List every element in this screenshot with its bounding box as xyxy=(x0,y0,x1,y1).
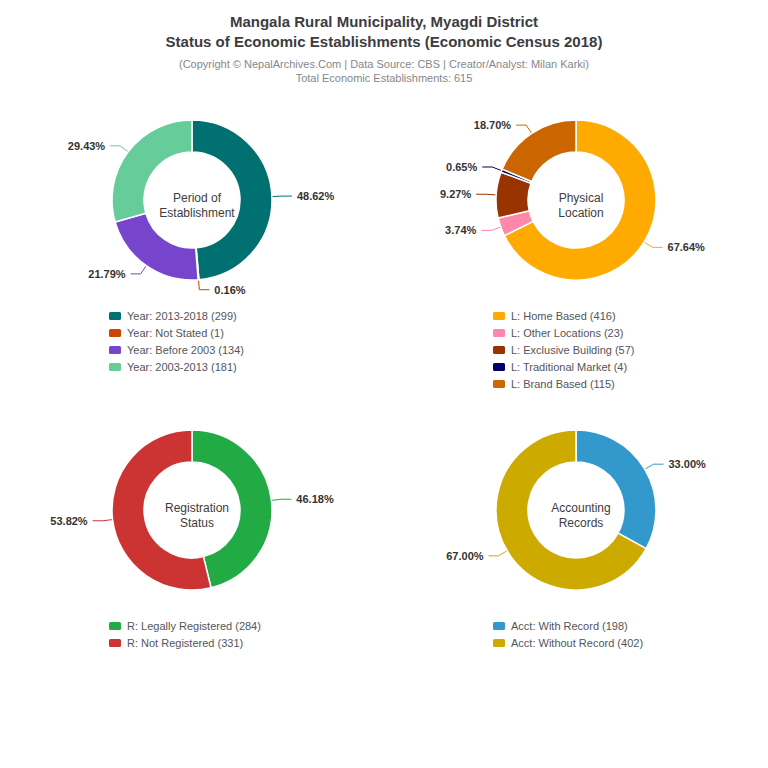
svg-text:R: Not Registered (331): R: Not Registered (331) xyxy=(127,637,243,649)
svg-text:Records: Records xyxy=(559,516,604,530)
svg-text:53.82%: 53.82% xyxy=(50,515,88,527)
svg-text:L: Brand Based (115): L: Brand Based (115) xyxy=(511,378,615,390)
svg-text:Year: 2003-2013 (181): Year: 2003-2013 (181) xyxy=(127,361,237,373)
svg-text:48.62%: 48.62% xyxy=(297,190,335,202)
svg-text:Physical: Physical xyxy=(559,191,604,205)
svg-text:Registration: Registration xyxy=(165,501,229,515)
svg-text:9.27%: 9.27% xyxy=(440,188,471,200)
svg-text:R: Legally Registered (284): R: Legally Registered (284) xyxy=(127,620,261,632)
svg-text:Status of Economic Establishme: Status of Economic Establishments (Econo… xyxy=(166,33,603,50)
svg-text:L: Traditional Market (4): L: Traditional Market (4) xyxy=(511,361,627,373)
svg-text:29.43%: 29.43% xyxy=(68,140,106,152)
svg-text:18.70%: 18.70% xyxy=(474,119,512,131)
svg-text:21.79%: 21.79% xyxy=(88,268,126,280)
svg-text:Status: Status xyxy=(180,516,214,530)
svg-text:67.64%: 67.64% xyxy=(668,241,706,253)
svg-text:Location: Location xyxy=(558,206,603,220)
svg-text:L: Other Locations (23): L: Other Locations (23) xyxy=(511,327,624,339)
svg-text:L: Home Based (416): L: Home Based (416) xyxy=(511,310,616,322)
svg-text:Acct: With Record (198): Acct: With Record (198) xyxy=(511,620,628,632)
svg-text:L: Exclusive Building (57): L: Exclusive Building (57) xyxy=(511,344,635,356)
svg-text:33.00%: 33.00% xyxy=(668,458,706,470)
svg-text:Year: 2013-2018 (299): Year: 2013-2018 (299) xyxy=(127,310,237,322)
svg-text:Acct: Without Record (402): Acct: Without Record (402) xyxy=(511,637,643,649)
svg-text:Year: Before 2003 (134): Year: Before 2003 (134) xyxy=(127,344,244,356)
svg-text:0.65%: 0.65% xyxy=(446,161,477,173)
svg-text:Accounting: Accounting xyxy=(551,501,610,515)
svg-text:Establishment: Establishment xyxy=(159,206,235,220)
svg-text:(Copyright © NepalArchives.Com: (Copyright © NepalArchives.Com | Data So… xyxy=(179,58,589,70)
svg-text:67.00%: 67.00% xyxy=(446,550,484,562)
svg-text:Year: Not Stated (1): Year: Not Stated (1) xyxy=(127,327,224,339)
svg-text:3.74%: 3.74% xyxy=(445,224,476,236)
svg-text:0.16%: 0.16% xyxy=(214,284,245,296)
svg-text:46.18%: 46.18% xyxy=(296,493,334,505)
svg-text:Period of: Period of xyxy=(173,191,222,205)
svg-text:Mangala Rural Municipality, My: Mangala Rural Municipality, Myagdi Distr… xyxy=(230,13,538,30)
svg-text:Total Economic Establishments:: Total Economic Establishments: 615 xyxy=(296,72,473,84)
